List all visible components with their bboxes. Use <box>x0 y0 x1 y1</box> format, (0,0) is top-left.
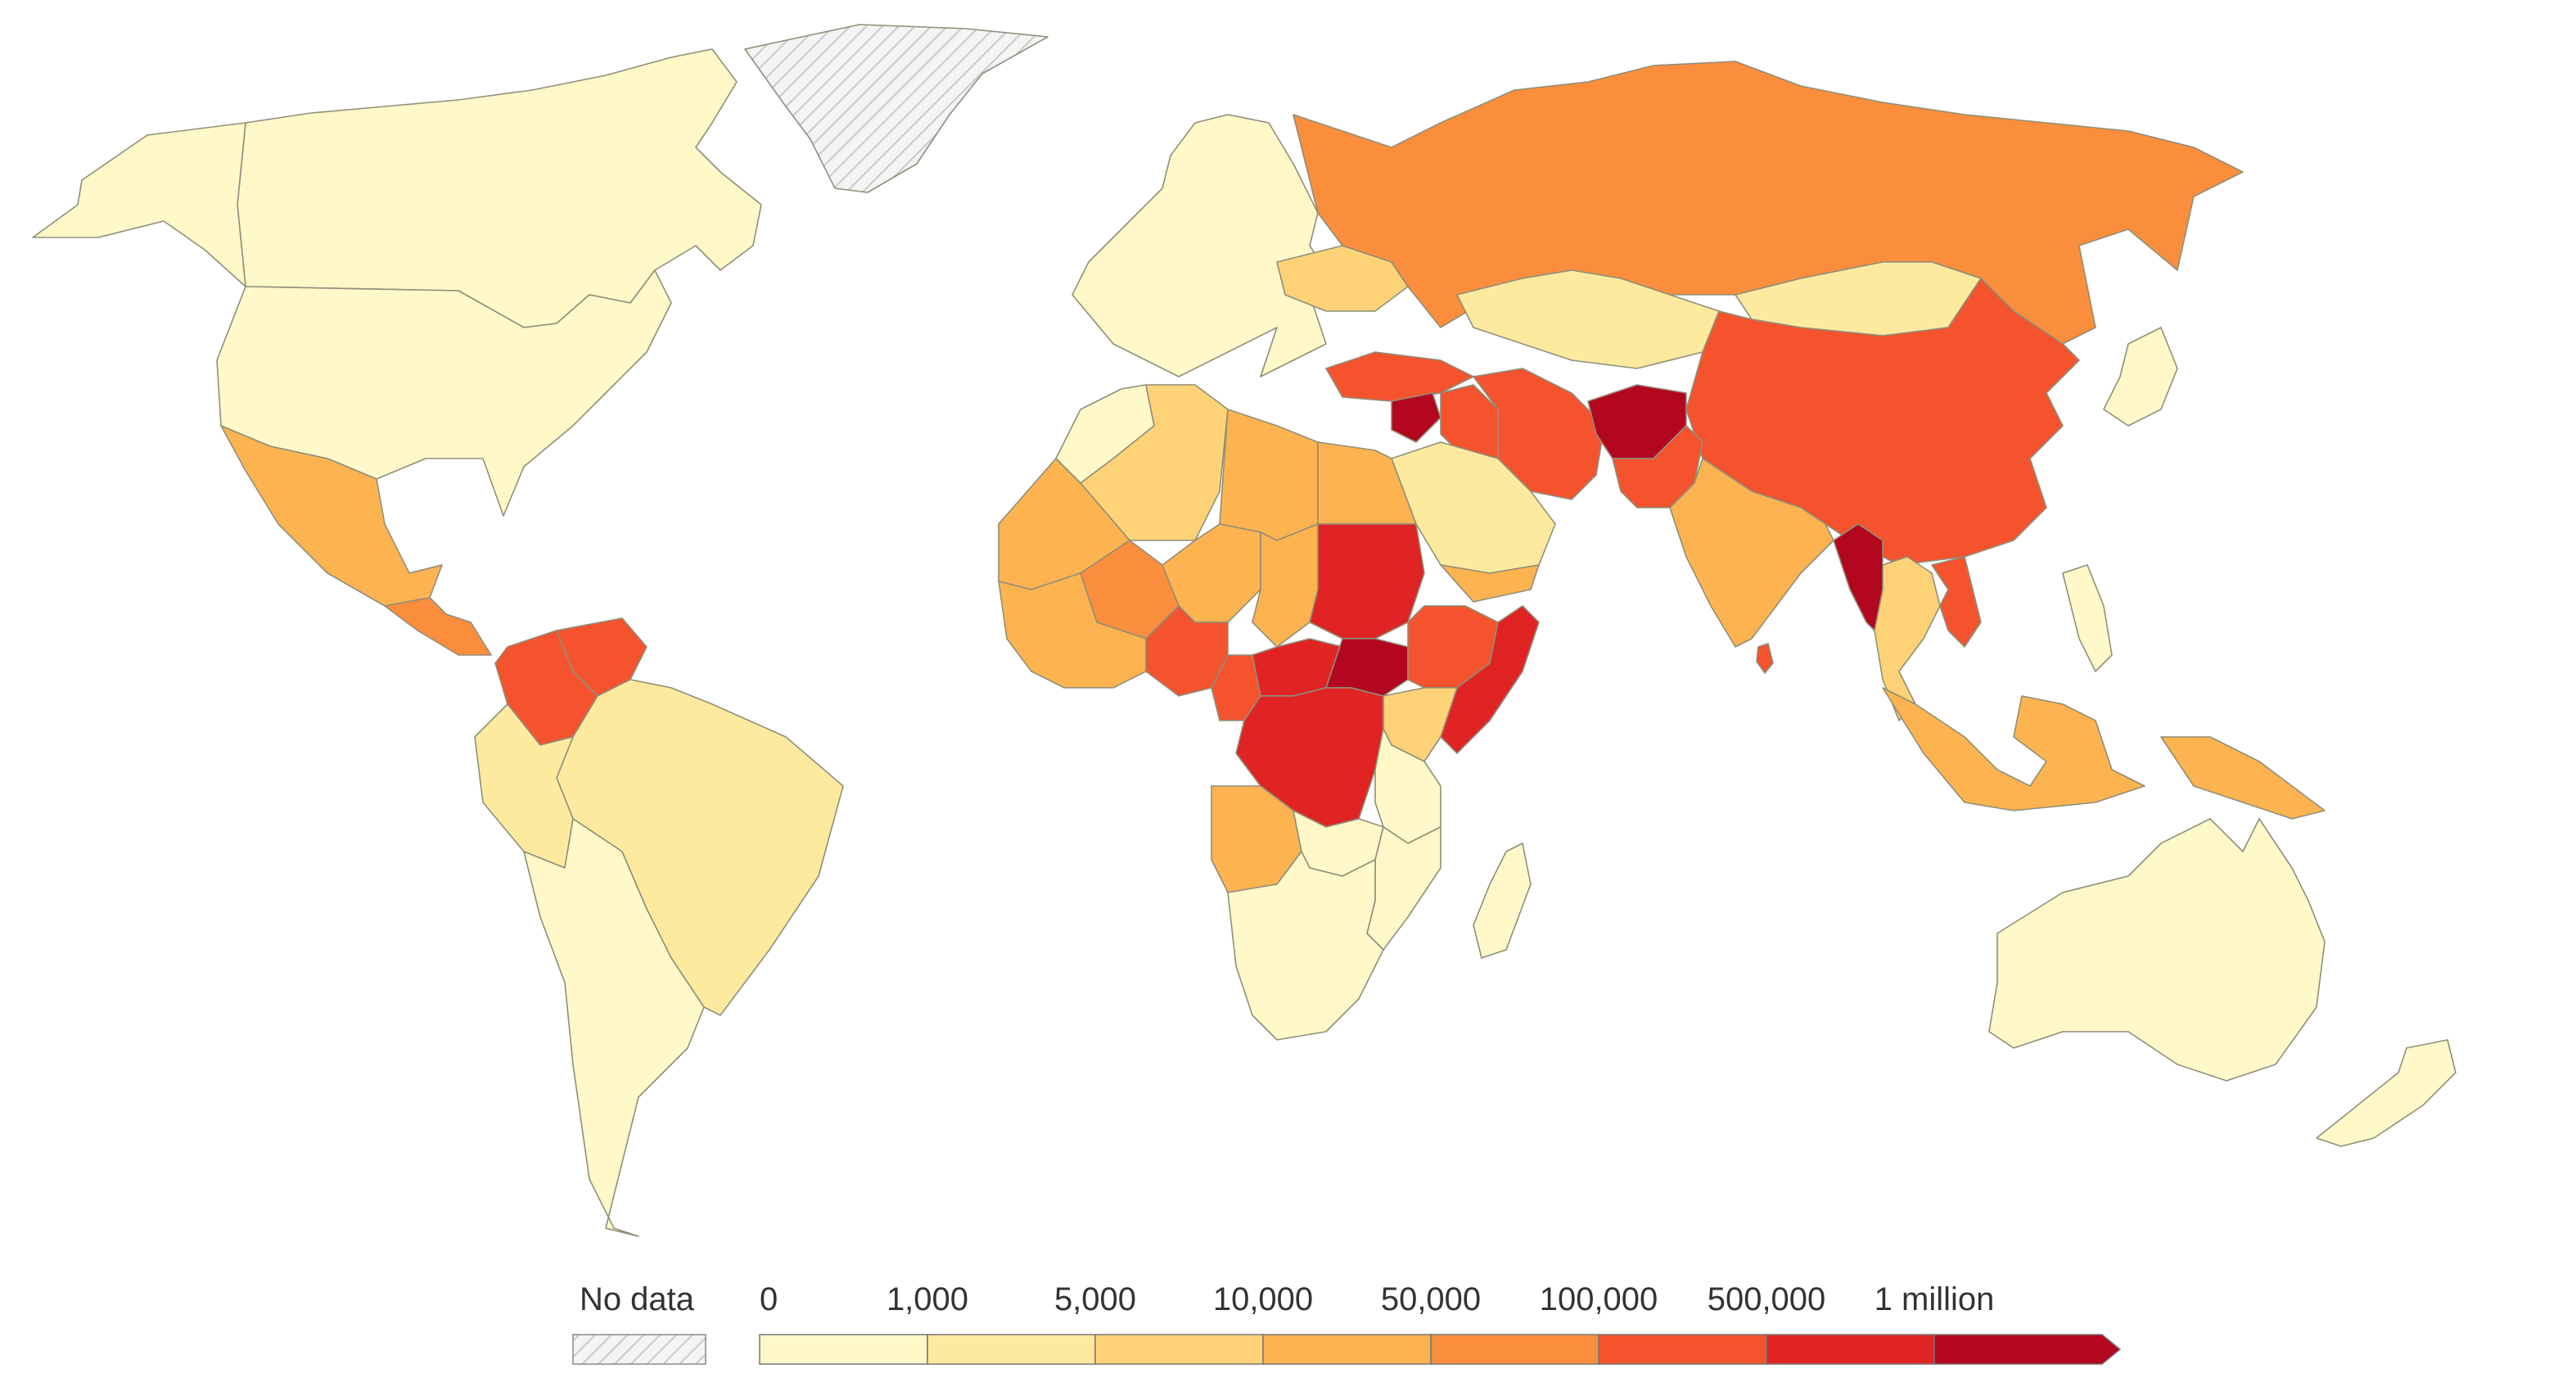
legend-tick-label: 0 <box>760 1281 778 1317</box>
region-indonesia[interactable]: Indonesia <box>1882 687 2145 811</box>
legend-swatch <box>1430 1334 1599 1365</box>
region-southern-cone[interactable]: Southern Cone <box>523 818 705 1237</box>
region-canada[interactable]: Canada <box>237 48 762 328</box>
region-alaska[interactable]: Alaska <box>32 122 246 287</box>
region-australia[interactable]: Australia <box>1988 818 2326 1082</box>
legend-swatch <box>1933 1334 2122 1365</box>
region-yemen[interactable]: Yemen <box>1440 564 1540 603</box>
legend-swatch <box>1094 1334 1264 1365</box>
region-mexico[interactable]: Mexico <box>220 425 443 607</box>
legend-swatch <box>927 1334 1096 1365</box>
region-papua-new-guinea[interactable]: Papua New Guinea <box>2160 736 2326 820</box>
region-somalia[interactable]: Somalia <box>1440 605 1540 754</box>
legend-swatch <box>1262 1334 1432 1365</box>
region-india[interactable]: India <box>1669 458 1834 648</box>
region-sudan[interactable]: Sudan <box>1309 523 1425 639</box>
region-philippines[interactable]: Philippines <box>2062 564 2113 672</box>
map-legend: No data 0 1,000 5,000 10,000 50,000 100,000 50… <box>572 1281 2122 1365</box>
region-chad[interactable]: Chad <box>1252 523 1319 648</box>
region-saudi-arabia[interactable]: Saudi Arabia <box>1391 441 1556 574</box>
region-turkey[interactable]: Turkey <box>1325 351 1474 402</box>
legend-tick-label: 10,000 <box>1213 1281 1313 1317</box>
region-southeast-asia[interactable]: Southeast Asia <box>1874 556 1941 721</box>
legend-swatch <box>1598 1334 1767 1365</box>
region-egypt[interactable]: Egypt <box>1317 441 1417 525</box>
legend-no-data-label: No data <box>580 1281 695 1317</box>
legend-bins: 0 1,000 5,000 10,000 50,000 100,000 500,000 1 m… <box>759 1281 2122 1365</box>
region-central-america[interactable]: Central America <box>384 597 492 656</box>
legend-tick-label: 100,000 <box>1540 1281 1658 1317</box>
map-regions: Canada Alaska United States Greenland Me… <box>32 24 2456 1237</box>
legend-no-data-swatch <box>572 1334 706 1365</box>
region-europe[interactable]: Europe <box>1071 114 1327 377</box>
region-greenland[interactable]: Greenland <box>744 24 1049 193</box>
region-peru[interactable]: Peru <box>474 703 574 869</box>
region-vietnam[interactable]: Vietnam <box>1931 556 1982 648</box>
legend-swatch <box>759 1334 928 1365</box>
region-libya[interactable]: Libya <box>1219 409 1319 541</box>
legend-tick-label: 50,000 <box>1381 1281 1481 1317</box>
region-madagascar[interactable]: Madagascar <box>1473 843 1532 959</box>
legend-tick-label: 500,000 <box>1708 1281 1826 1317</box>
region-tanzania[interactable]: Tanzania <box>1374 728 1441 844</box>
region-myanmar[interactable]: Myanmar <box>1833 523 1884 631</box>
legend-tick-label: 5,000 <box>1054 1281 1136 1317</box>
region-new-zealand[interactable]: New Zealand <box>2316 1039 2456 1147</box>
region-syria[interactable]: Syria <box>1391 392 1441 443</box>
legend-swatch <box>1766 1334 1935 1365</box>
region-algeria[interactable]: Algeria <box>1080 384 1229 541</box>
region-sri-lanka[interactable]: Sri Lanka <box>1756 643 1774 674</box>
region-japan[interactable]: Japan <box>2103 327 2178 427</box>
legend-tick-label: 1 million <box>1874 1281 1995 1317</box>
legend-tick-label: 1,000 <box>886 1281 968 1317</box>
region-southern-africa[interactable]: Southern Africa <box>1227 851 1384 1041</box>
